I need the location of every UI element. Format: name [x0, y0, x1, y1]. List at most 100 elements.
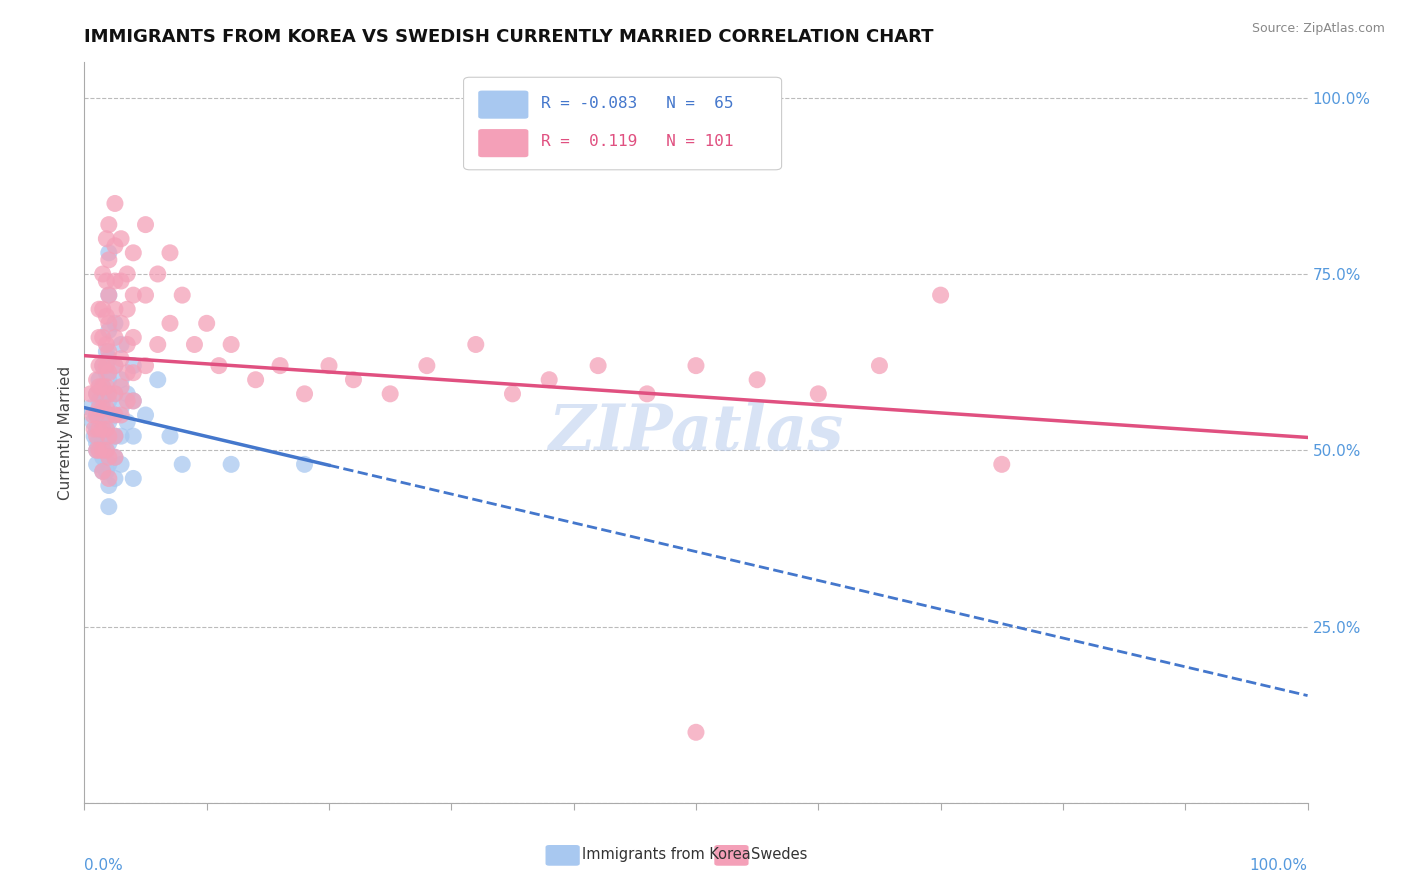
- Point: [97, 450, 120, 465]
- Point: [104, 239, 127, 253]
- Point: [86, 387, 108, 401]
- Point: [96, 344, 118, 359]
- Point: [91, 450, 114, 465]
- Text: Immigrants from Korea: Immigrants from Korea: [582, 847, 751, 863]
- Point: [104, 408, 127, 422]
- Point: [97, 478, 120, 492]
- Point: [586, 359, 609, 373]
- Point: [135, 408, 157, 422]
- Point: [86, 458, 108, 472]
- Point: [97, 373, 120, 387]
- Point: [110, 316, 132, 330]
- Point: [122, 393, 145, 408]
- Point: [87, 359, 110, 373]
- Point: [636, 387, 658, 401]
- Point: [869, 359, 891, 373]
- Point: [104, 429, 127, 443]
- Point: [96, 380, 118, 394]
- Point: [122, 429, 145, 443]
- Point: [87, 401, 110, 415]
- Point: [91, 393, 114, 408]
- Point: [87, 393, 110, 408]
- Point: [110, 351, 132, 366]
- Point: [87, 422, 110, 436]
- Point: [294, 387, 316, 401]
- Point: [104, 450, 127, 465]
- Point: [747, 373, 769, 387]
- Point: [87, 373, 110, 387]
- FancyBboxPatch shape: [478, 91, 529, 119]
- Point: [97, 288, 120, 302]
- Point: [97, 458, 120, 472]
- Point: [159, 316, 181, 330]
- Point: [97, 288, 120, 302]
- Point: [86, 408, 108, 422]
- Point: [97, 245, 120, 260]
- Point: [122, 288, 145, 302]
- Point: [110, 232, 132, 246]
- Point: [96, 443, 118, 458]
- Point: [135, 288, 157, 302]
- Point: [87, 302, 110, 317]
- FancyBboxPatch shape: [478, 129, 529, 157]
- Point: [929, 288, 952, 302]
- Point: [83, 422, 105, 436]
- Point: [86, 373, 108, 387]
- Point: [97, 429, 120, 443]
- Point: [110, 274, 132, 288]
- Point: [86, 387, 108, 401]
- Point: [91, 408, 114, 422]
- Point: [91, 436, 114, 450]
- Point: [91, 422, 114, 436]
- Point: [172, 288, 194, 302]
- Point: [97, 218, 120, 232]
- Point: [115, 393, 138, 408]
- Point: [96, 310, 118, 324]
- Point: [96, 422, 118, 436]
- Point: [104, 387, 127, 401]
- Point: [87, 408, 110, 422]
- Text: R =  0.119   N = 101: R = 0.119 N = 101: [541, 134, 733, 149]
- Point: [86, 408, 108, 422]
- Point: [79, 401, 101, 415]
- Point: [82, 415, 104, 429]
- FancyBboxPatch shape: [714, 845, 748, 866]
- Point: [86, 443, 108, 458]
- Point: [538, 373, 561, 387]
- FancyBboxPatch shape: [464, 78, 782, 169]
- Point: [104, 429, 127, 443]
- FancyBboxPatch shape: [546, 845, 579, 866]
- Point: [104, 196, 127, 211]
- Point: [97, 323, 120, 337]
- Point: [159, 429, 181, 443]
- Point: [96, 401, 118, 415]
- Point: [110, 337, 132, 351]
- Point: [97, 366, 120, 380]
- Point: [91, 267, 114, 281]
- Point: [97, 436, 120, 450]
- Point: [122, 245, 145, 260]
- Point: [91, 380, 114, 394]
- Point: [104, 274, 127, 288]
- Text: 0.0%: 0.0%: [84, 858, 124, 873]
- Point: [183, 337, 205, 351]
- Point: [97, 393, 120, 408]
- Point: [97, 415, 120, 429]
- Point: [122, 471, 145, 485]
- Point: [91, 380, 114, 394]
- Point: [104, 408, 127, 422]
- Point: [91, 330, 114, 344]
- Point: [86, 443, 108, 458]
- Point: [208, 359, 231, 373]
- Point: [807, 387, 830, 401]
- Point: [87, 443, 110, 458]
- Point: [146, 267, 169, 281]
- Point: [104, 359, 127, 373]
- Point: [97, 344, 120, 359]
- Point: [96, 366, 118, 380]
- Point: [79, 387, 101, 401]
- Point: [502, 387, 524, 401]
- Text: Source: ZipAtlas.com: Source: ZipAtlas.com: [1251, 22, 1385, 36]
- Point: [115, 415, 138, 429]
- Point: [96, 408, 118, 422]
